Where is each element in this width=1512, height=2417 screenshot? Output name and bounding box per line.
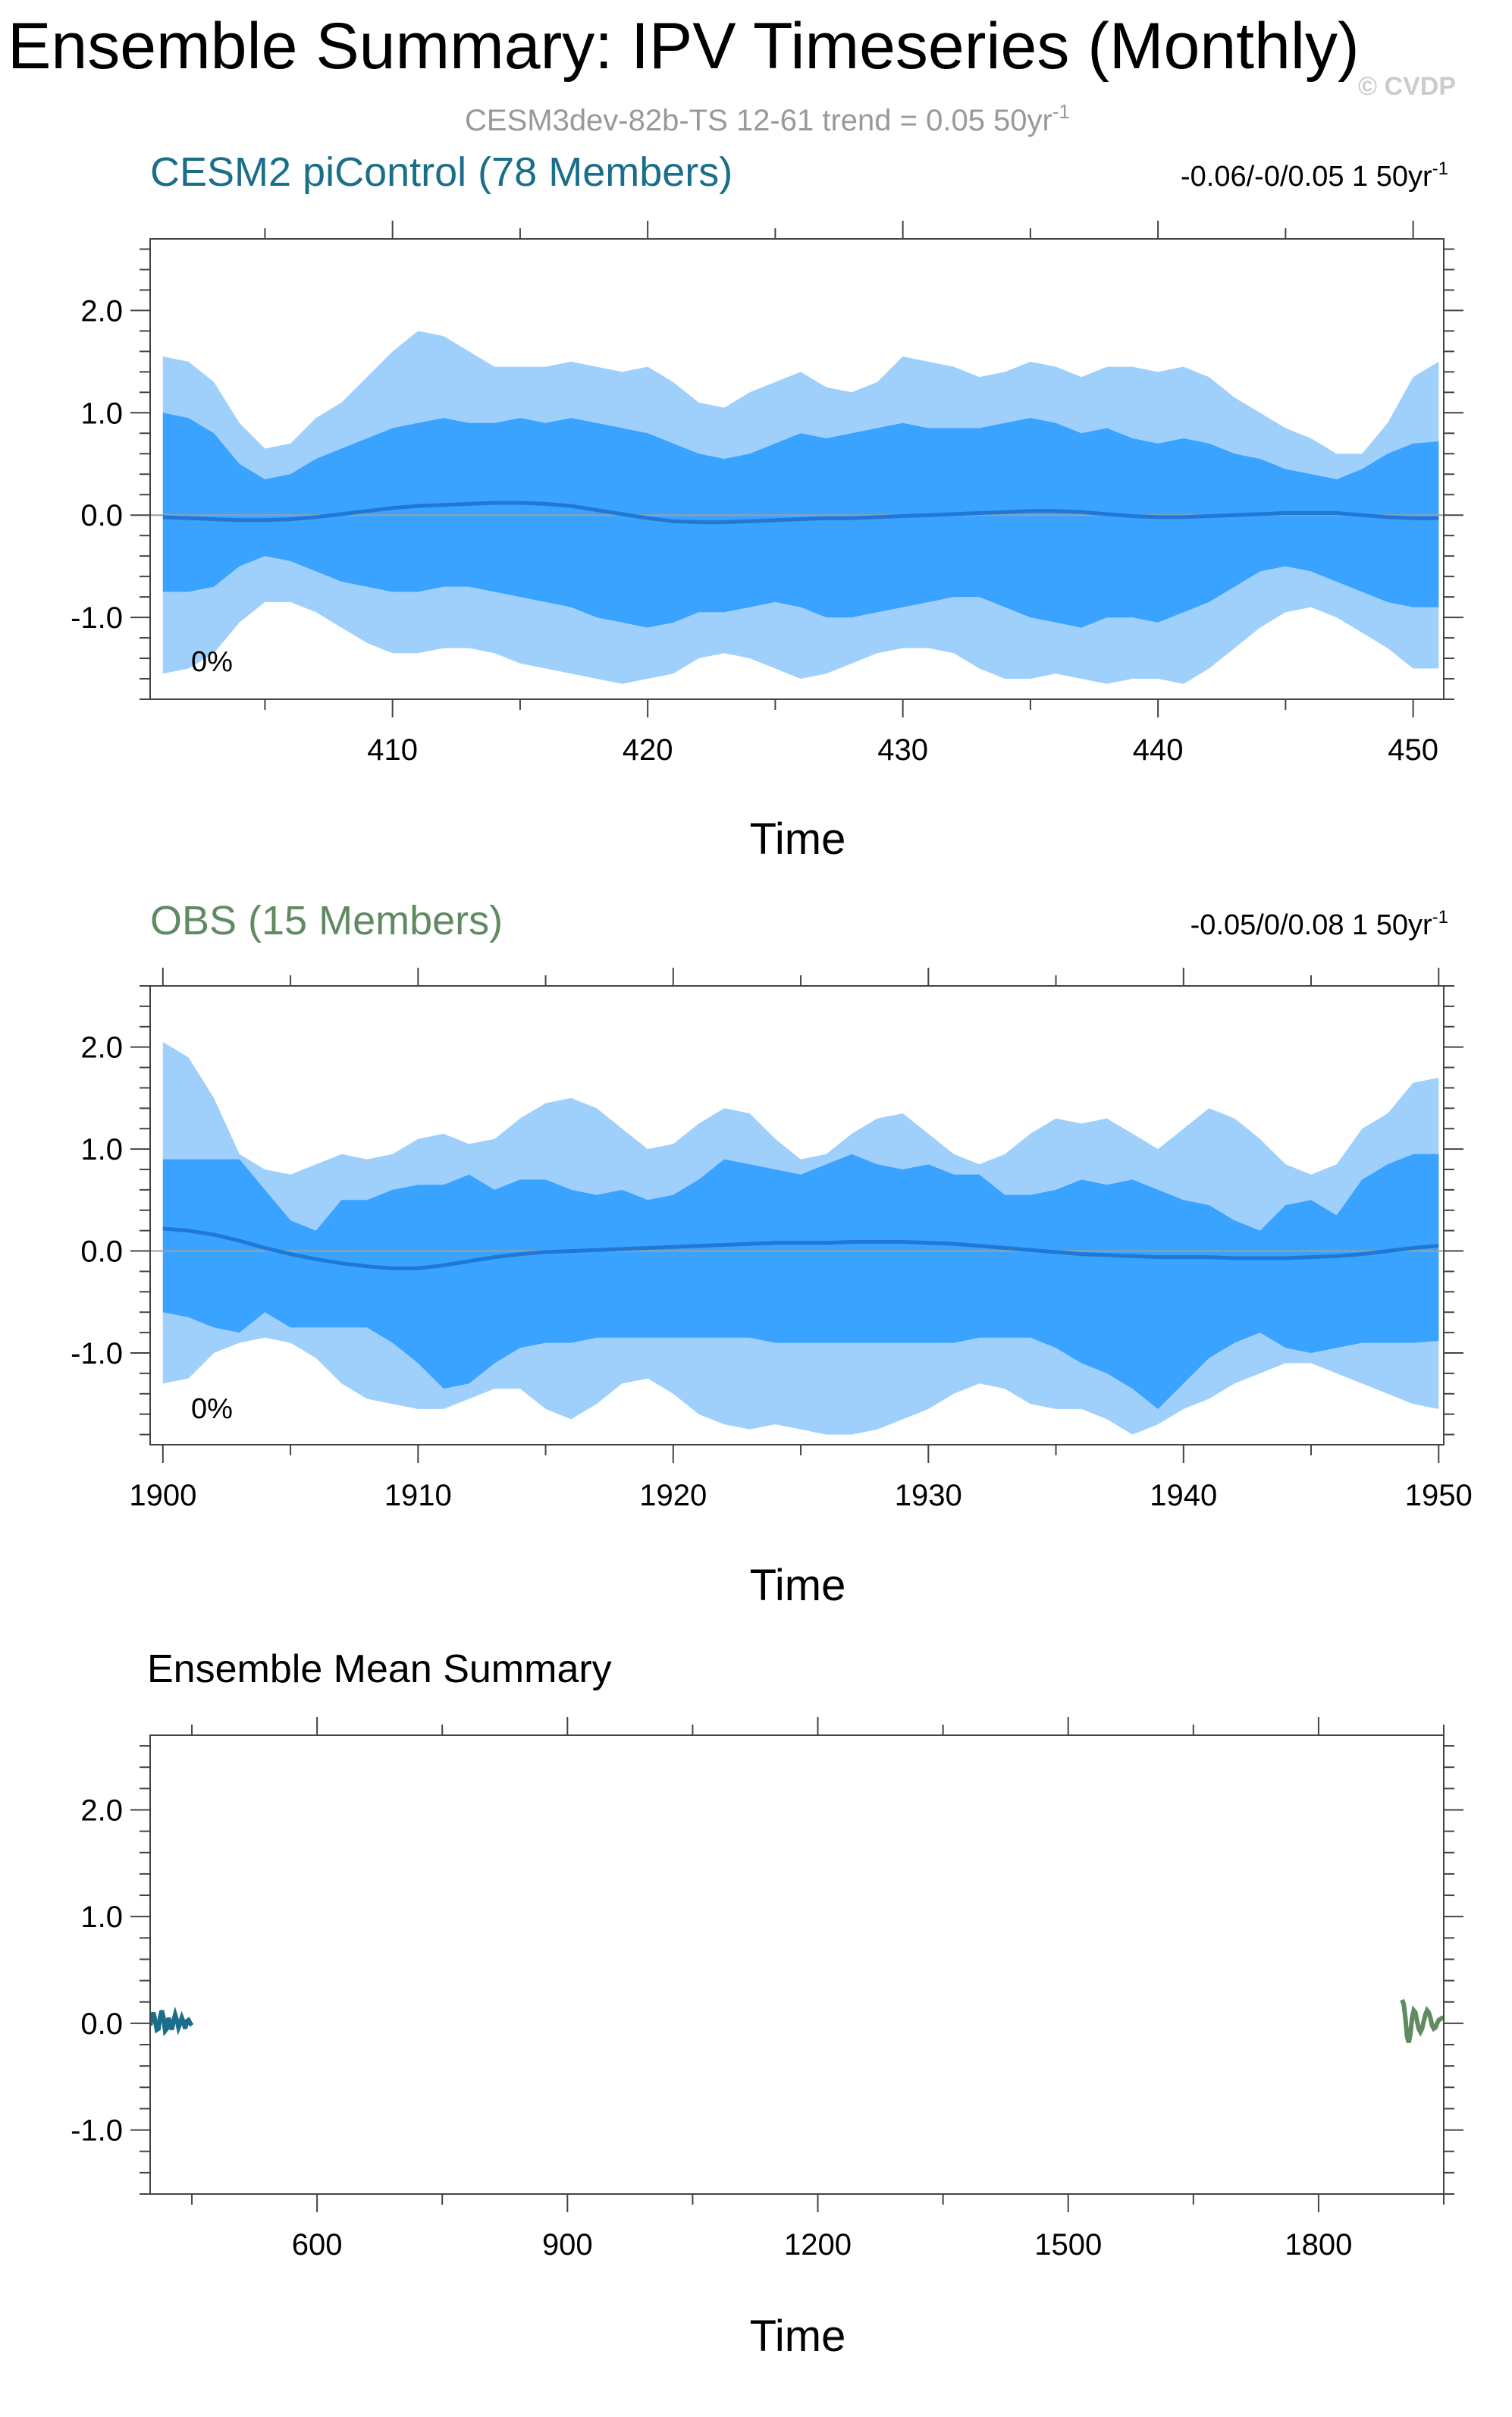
cesm-xtick-label: 450 (1388, 733, 1438, 767)
cesm-ytick-label: 0.0 (80, 499, 123, 532)
panel-obs-title: OBS (15 Members) (150, 898, 503, 943)
cesm-xtick-label: 410 (367, 733, 418, 767)
obs-data-layer (150, 1041, 1444, 1435)
obs-inner-band (162, 1154, 1439, 1409)
cesm-xtick-label: 420 (623, 733, 673, 767)
panel-cesm: CESM2 piControl (78 Members) -0.06/-0/0.… (71, 149, 1463, 864)
page-subtitle: CESM3dev-82b-TS 12-61 trend = 0.05 50yr-… (465, 100, 1070, 137)
summary-ytick-label: 1.0 (80, 1901, 123, 1934)
obs-xtick-label: 1910 (384, 1479, 452, 1512)
cesm-frame (149, 238, 1445, 700)
obs-ytick-label: -1.0 (71, 1337, 123, 1370)
obs-ytick-label: 0.0 (80, 1235, 123, 1269)
panel-cesm-xlabel: Time (750, 815, 846, 864)
cesm-xtick-label: 440 (1133, 733, 1184, 767)
summary-frame (149, 1734, 1445, 2195)
obs-xtick-label: 1930 (895, 1479, 962, 1512)
summary-xtick-label: 1200 (784, 2228, 852, 2262)
obs-xtick-label: 1900 (129, 1479, 196, 1512)
page-subtitle-main: CESM3dev-82b-TS 12-61 trend = 0.05 50yr (465, 104, 1052, 137)
panel-obs-percent: 0% (191, 1393, 233, 1425)
obs-frame (149, 985, 1445, 1445)
summary-ytick-label: 0.0 (80, 2007, 123, 2041)
obs-ytick-label: 2.0 (80, 1031, 123, 1065)
cesm-mean-line (162, 501, 1439, 525)
panel-obs-trend-sup: -1 (1432, 907, 1448, 928)
summary-ytick-label: -1.0 (71, 2114, 123, 2148)
summary-data-layer (150, 1998, 1444, 2043)
panel-summary-title: Ensemble Mean Summary (147, 1647, 612, 1691)
obs-xtick-label: 1920 (639, 1479, 707, 1512)
watermark: © CVDP (1358, 72, 1456, 101)
summary-xtick-label: 600 (292, 2228, 343, 2262)
panel-obs-trend-main: -0.05/0/0.08 1 50yr (1190, 909, 1432, 941)
panel-summary-xlabel: Time (750, 2312, 846, 2361)
summary-xtick-label: 900 (542, 2228, 593, 2262)
page-subtitle-sup: -1 (1052, 100, 1070, 123)
panel-obs: OBS (15 Members) -0.05/0/0.08 1 50yr-1 -… (71, 898, 1473, 1610)
panel-cesm-trend-main: -0.06/-0/0.05 1 50yr (1181, 161, 1432, 193)
cesm-ytick-label: -1.0 (71, 601, 123, 635)
panel-summary: Ensemble Mean Summary -1.0 0.0 1.0 2.0 600 90… (71, 1647, 1463, 2361)
panel-cesm-title: CESM2 piControl (78 Members) (150, 149, 732, 195)
summary-ytick-label: 2.0 (80, 1794, 123, 1827)
panel-obs-xlabel: Time (750, 1561, 846, 1610)
summary-series-1 (1400, 1998, 1444, 2043)
panel-cesm-trend-note: -0.06/-0/0.05 1 50yr-1 (1181, 159, 1448, 193)
panel-cesm-percent: 0% (191, 646, 233, 678)
page-title: Ensemble Summary: IPV Timeseries (Monthl… (8, 10, 1360, 83)
cesm-xtick-label: 430 (877, 733, 928, 767)
panel-summary-plot: -1.0 0.0 1.0 2.0 600 900 1200 1500 1800 (71, 1717, 1463, 2262)
panel-cesm-trend-sup: -1 (1432, 159, 1448, 179)
panel-cesm-plot: -1.0 0.0 1.0 2.0 410 420 430 440 450 (71, 221, 1463, 767)
cesm-ytick-label: 2.0 (80, 294, 123, 328)
cesm-ytick-label: 1.0 (80, 397, 123, 430)
summary-xtick-label: 1500 (1034, 2228, 1102, 2262)
panel-obs-trend-note: -0.05/0/0.08 1 50yr-1 (1190, 907, 1448, 941)
obs-ytick-label: 1.0 (80, 1133, 123, 1166)
panel-obs-plot: -1.0 0.0 1.0 2.0 1900 1910 1920 1930 1940 1950 (71, 968, 1473, 1512)
obs-mean-line (162, 1226, 1439, 1270)
obs-xtick-label: 1940 (1150, 1479, 1217, 1512)
summary-xtick-label: 1800 (1285, 2228, 1352, 2262)
summary-series-0 (150, 2006, 194, 2037)
cesm-data-layer (150, 331, 1444, 684)
obs-xtick-label: 1950 (1405, 1479, 1473, 1512)
